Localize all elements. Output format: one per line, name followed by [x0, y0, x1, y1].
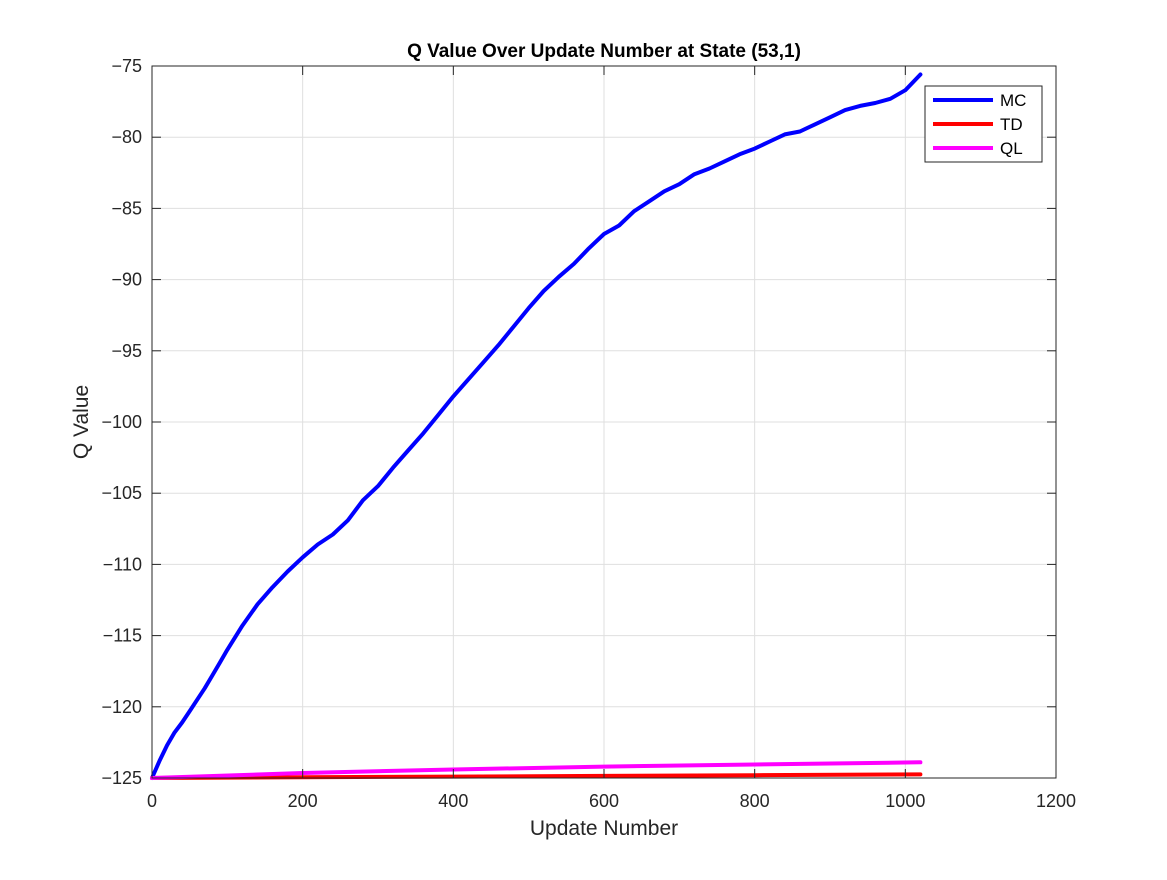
legend-label-ql: QL [1000, 139, 1023, 158]
y-tick-label: −125 [101, 768, 142, 788]
x-tick-label: 1000 [885, 791, 925, 811]
y-tick-label: −100 [101, 412, 142, 432]
series-lines [150, 72, 923, 780]
y-tick-label: −90 [111, 270, 142, 290]
series-line-td [150, 772, 923, 780]
x-axis-label: Update Number [530, 817, 678, 840]
y-tick-label: −120 [101, 697, 142, 717]
y-axis-label: Q Value [70, 385, 93, 459]
x-tick-label: 200 [288, 791, 318, 811]
y-tick-label: −105 [101, 483, 142, 503]
x-tick-label: 400 [438, 791, 468, 811]
series-line-ql [150, 760, 923, 780]
legend-label-mc: MC [1000, 91, 1026, 110]
x-tick-label: 0 [147, 791, 157, 811]
y-tick-label: −115 [103, 626, 142, 646]
axis-ticks: 0 200 400 600 800 1000 1200 −75 −80 −85 −90 −95 −100… [101, 56, 1076, 811]
y-tick-label: −110 [103, 554, 142, 574]
y-tick-label: −75 [111, 56, 142, 76]
x-tick-label: 800 [740, 791, 770, 811]
series-line-mc [150, 72, 923, 780]
y-tick-label: −95 [111, 341, 142, 361]
y-tick-label: −85 [111, 198, 142, 218]
x-tick-label: 1200 [1036, 791, 1076, 811]
chart-title: Q Value Over Update Number at State (53,… [407, 41, 801, 62]
legend: MC TD QL [924, 85, 1043, 163]
y-tick-label: −80 [111, 127, 142, 147]
legend-label-td: TD [1000, 115, 1023, 134]
x-tick-label: 600 [589, 791, 619, 811]
